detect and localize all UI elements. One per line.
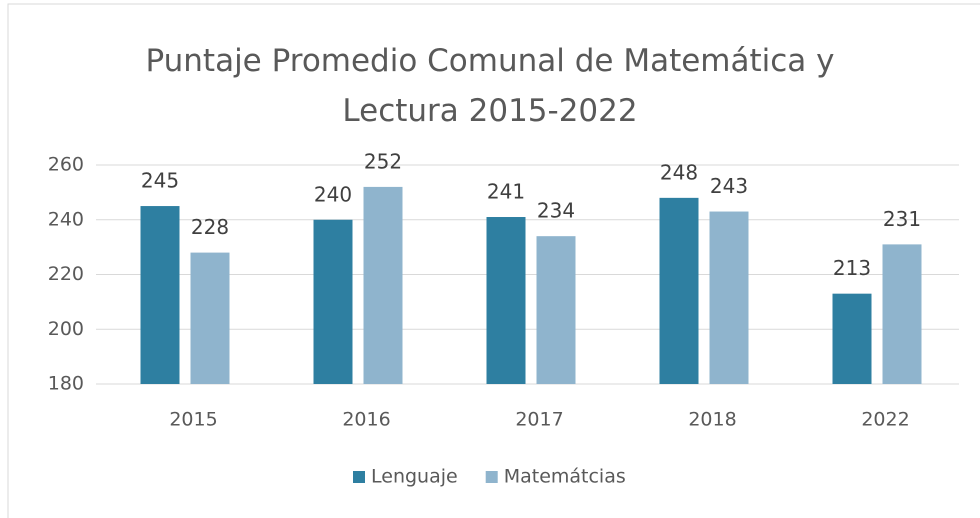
y-tick-label: 220 xyxy=(48,263,84,285)
chart-title: Puntaje Promedio Comunal de Matemática y… xyxy=(145,43,835,129)
bar xyxy=(190,252,230,384)
y-tick-label: 240 xyxy=(48,208,84,230)
bar xyxy=(363,186,403,384)
y-tick-label: 260 xyxy=(48,154,84,176)
data-label: 231 xyxy=(883,207,921,231)
bar xyxy=(882,244,922,384)
bar xyxy=(536,236,576,384)
legend-label: Matemátcias xyxy=(504,466,626,488)
x-tick-label: 2016 xyxy=(342,409,390,431)
data-label: 213 xyxy=(833,256,871,280)
bar xyxy=(313,219,353,384)
data-label: 240 xyxy=(314,182,352,206)
chart-border xyxy=(7,3,980,518)
x-tick-label: 2018 xyxy=(688,409,736,431)
bar xyxy=(659,197,699,384)
legend-swatch xyxy=(353,471,365,483)
data-label: 228 xyxy=(191,215,229,239)
data-label: 245 xyxy=(141,169,179,193)
bar xyxy=(832,293,872,384)
data-label: 241 xyxy=(487,180,525,204)
y-tick-label: 180 xyxy=(48,373,84,395)
bar xyxy=(140,206,180,384)
y-tick-label: 200 xyxy=(48,318,84,340)
legend-swatch xyxy=(485,471,498,483)
data-label: 234 xyxy=(537,199,575,223)
x-tick-label: 2022 xyxy=(861,409,909,431)
data-label: 248 xyxy=(660,160,698,184)
legend-label: Lenguaje xyxy=(371,466,458,488)
data-label: 252 xyxy=(364,149,402,173)
data-label: 243 xyxy=(710,174,748,198)
bar xyxy=(486,217,526,384)
x-tick-label: 2017 xyxy=(515,409,563,431)
x-tick-label: 2015 xyxy=(169,409,217,431)
bar xyxy=(709,211,749,384)
